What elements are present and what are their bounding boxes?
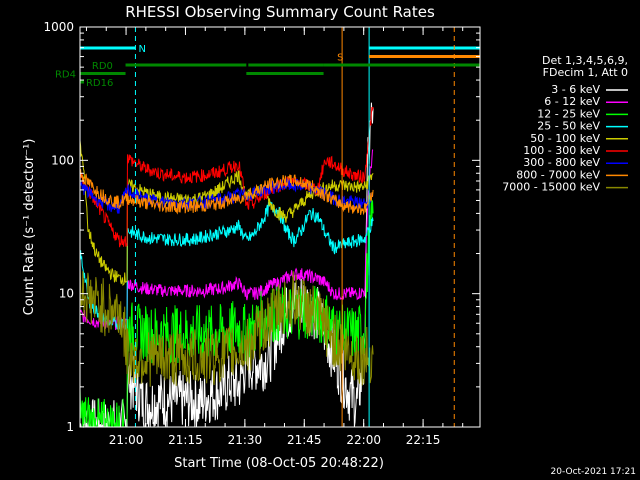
legend-label-0: 3 - 6 keV	[551, 83, 600, 96]
x-tick-label-5: 22:15	[406, 433, 441, 447]
x-tick-label-4: 22:00	[346, 433, 381, 447]
status-label-rd16: RD16	[86, 78, 113, 89]
chart-title: RHESSI Observing Summary Count Rates	[125, 3, 435, 21]
legend-label-2: 12 - 25 keV	[537, 107, 600, 120]
series-group	[79, 102, 374, 428]
status-bars-group: N S RD0 RD4 RD16	[55, 27, 480, 427]
legend: Det 1,3,4,5,6,9,FDecim 1, Att 0 3 - 6 keV…	[502, 54, 628, 194]
legend-label-3: 25 - 50 keV	[537, 120, 600, 133]
status-label-rd4: RD4	[55, 70, 76, 81]
series-line-8	[79, 263, 374, 387]
series-line-7	[79, 169, 374, 216]
status-label-s: S	[337, 53, 343, 64]
legend-header-1: FDecim 1, Att 0	[543, 66, 628, 79]
legend-label-1: 6 - 12 keV	[544, 95, 600, 108]
y-axis-label: Count Rate (s⁻¹ detector⁻¹)	[22, 139, 37, 316]
y-tick-label-0: 1	[66, 420, 74, 434]
y-tick-label-3: 1000	[43, 20, 74, 34]
legend-header-0: Det 1,3,4,5,6,9,	[542, 54, 628, 67]
x-tick-label-0: 21:00	[109, 433, 144, 447]
y-tick-label-2: 100	[51, 153, 74, 167]
series-line-3	[79, 201, 374, 330]
status-label-n: N	[138, 44, 145, 55]
status-label-rd0: RD0	[92, 61, 113, 72]
x-tick-label-3: 21:45	[287, 433, 322, 447]
legend-label-5: 100 - 300 keV	[523, 144, 600, 157]
legend-label-8: 7000 - 15000 keV	[502, 181, 600, 194]
x-axis-label: Start Time (08-Oct-05 20:48:22)	[174, 456, 384, 471]
legend-label-4: 50 - 100 keV	[530, 132, 600, 145]
axes-group: 21:00 21:15 21:30 21:45 22:00 22:15 1 10 100 1000	[43, 20, 480, 447]
footer-date: 20-Oct-2021 17:21	[551, 467, 636, 477]
legend-label-6: 300 - 800 keV	[523, 156, 600, 169]
legend-label-7: 800 - 7000 keV	[516, 168, 600, 181]
x-tick-label-1: 21:15	[168, 433, 203, 447]
series-line-1	[79, 149, 374, 331]
series-line-5	[79, 106, 374, 248]
y-tick-label-1: 10	[59, 287, 74, 301]
x-tick-label-2: 21:30	[228, 433, 263, 447]
plot-frame	[79, 26, 481, 428]
